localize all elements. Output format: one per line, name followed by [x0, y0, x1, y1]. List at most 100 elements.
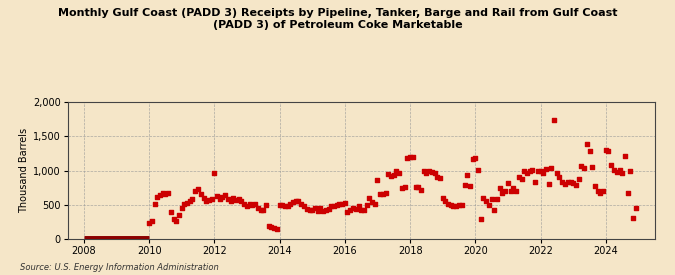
Point	[576, 164, 587, 169]
Point	[192, 187, 203, 191]
Point	[570, 183, 581, 187]
Point	[269, 226, 279, 230]
Point	[184, 199, 195, 203]
Point	[549, 118, 560, 123]
Point	[595, 190, 605, 195]
Point	[345, 208, 356, 213]
Point	[271, 227, 282, 231]
Point	[581, 142, 592, 147]
Point	[321, 207, 331, 212]
Point	[562, 180, 573, 184]
Point	[421, 170, 432, 175]
Point	[190, 189, 200, 193]
Point	[146, 218, 157, 223]
Point	[620, 154, 630, 158]
Point	[451, 204, 462, 208]
Point	[435, 176, 446, 180]
Point	[329, 204, 340, 208]
Point	[155, 192, 165, 197]
Point	[369, 202, 380, 206]
Point	[288, 200, 298, 204]
Point	[486, 197, 497, 202]
Point	[530, 179, 541, 184]
Point	[317, 209, 328, 213]
Point	[293, 199, 304, 203]
Point	[483, 203, 494, 207]
Point	[538, 170, 549, 175]
Point	[456, 203, 467, 207]
Point	[489, 207, 500, 212]
Point	[149, 202, 160, 206]
Point	[334, 202, 345, 206]
Point	[231, 198, 242, 202]
Point	[440, 199, 451, 204]
Point	[258, 208, 269, 213]
Point	[446, 203, 456, 207]
Point	[554, 175, 565, 180]
Point	[375, 192, 385, 196]
Point	[380, 190, 391, 195]
Point	[614, 167, 625, 172]
Point	[285, 201, 296, 206]
Point	[464, 183, 475, 188]
Point	[432, 175, 443, 179]
Point	[247, 203, 258, 207]
Point	[394, 171, 405, 175]
Point	[470, 156, 481, 160]
Point	[573, 177, 584, 182]
Point	[622, 190, 633, 195]
Point	[418, 168, 429, 173]
Point	[179, 202, 190, 206]
Point	[527, 167, 538, 172]
Point	[296, 202, 307, 206]
Point	[516, 177, 527, 182]
Point	[298, 204, 309, 208]
Point	[350, 207, 361, 211]
Point	[497, 190, 508, 195]
Point	[160, 192, 171, 196]
Point	[274, 203, 285, 207]
Point	[388, 173, 399, 178]
Point	[211, 194, 222, 198]
Point	[454, 203, 464, 207]
Point	[225, 199, 236, 204]
Point	[407, 155, 418, 160]
Point	[168, 216, 179, 221]
Point	[560, 182, 570, 186]
Point	[337, 202, 348, 206]
Point	[590, 184, 601, 189]
Text: Source: U.S. Energy Information Administration: Source: U.S. Energy Information Administ…	[20, 263, 219, 272]
Point	[478, 196, 489, 200]
Point	[628, 216, 639, 220]
Point	[601, 148, 612, 152]
Point	[282, 204, 293, 208]
Point	[505, 189, 516, 193]
Point	[481, 199, 491, 203]
Point	[546, 166, 557, 170]
Point	[492, 196, 503, 201]
Point	[429, 170, 440, 175]
Point	[541, 167, 551, 171]
Y-axis label: Thousand Barrels: Thousand Barrels	[19, 128, 28, 213]
Point	[410, 185, 421, 189]
Point	[367, 200, 377, 204]
Point	[500, 189, 511, 193]
Point	[217, 195, 228, 200]
Point	[209, 171, 220, 175]
Point	[462, 173, 472, 178]
Point	[279, 204, 290, 208]
Point	[215, 197, 225, 202]
Point	[565, 180, 576, 184]
Point	[195, 192, 206, 196]
Point	[239, 201, 250, 206]
Point	[584, 149, 595, 153]
Point	[533, 168, 543, 173]
Point	[266, 225, 277, 229]
Point	[424, 168, 435, 173]
Point	[223, 197, 234, 202]
Point	[543, 182, 554, 186]
Point	[557, 180, 568, 184]
Point	[255, 207, 266, 212]
Point	[361, 203, 372, 207]
Point	[587, 165, 597, 169]
